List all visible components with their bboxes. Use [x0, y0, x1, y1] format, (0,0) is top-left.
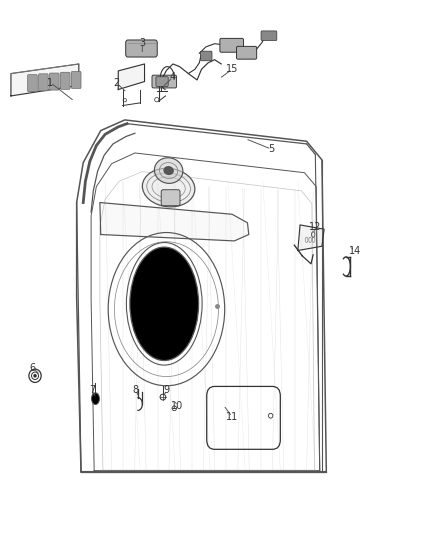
Text: 1: 1	[47, 78, 53, 87]
Ellipse shape	[92, 393, 99, 405]
Text: 15: 15	[226, 64, 238, 74]
FancyBboxPatch shape	[201, 51, 212, 61]
Text: 10: 10	[171, 401, 184, 411]
FancyBboxPatch shape	[156, 77, 168, 86]
Text: 12: 12	[309, 222, 321, 231]
FancyBboxPatch shape	[220, 38, 244, 52]
Text: 3: 3	[139, 38, 145, 47]
FancyBboxPatch shape	[152, 75, 177, 88]
FancyBboxPatch shape	[49, 73, 59, 90]
Text: 11: 11	[226, 412, 238, 422]
Ellipse shape	[142, 168, 195, 207]
Text: 7: 7	[89, 385, 95, 395]
Text: 8: 8	[133, 385, 139, 395]
FancyBboxPatch shape	[161, 190, 180, 206]
FancyBboxPatch shape	[60, 72, 70, 90]
Polygon shape	[100, 203, 249, 241]
Text: 14: 14	[349, 246, 361, 255]
Ellipse shape	[163, 166, 174, 175]
Text: 2: 2	[113, 78, 119, 87]
FancyBboxPatch shape	[28, 75, 37, 92]
Polygon shape	[11, 64, 79, 96]
FancyBboxPatch shape	[237, 46, 257, 59]
Polygon shape	[118, 64, 145, 90]
FancyBboxPatch shape	[261, 31, 277, 41]
Ellipse shape	[155, 158, 183, 183]
FancyBboxPatch shape	[71, 71, 81, 88]
Ellipse shape	[130, 247, 198, 360]
Text: 5: 5	[268, 144, 275, 154]
FancyBboxPatch shape	[39, 74, 48, 91]
FancyBboxPatch shape	[126, 40, 157, 57]
Text: 4: 4	[170, 72, 176, 82]
Text: 6: 6	[30, 363, 36, 373]
Ellipse shape	[33, 374, 37, 377]
Polygon shape	[298, 225, 324, 251]
Text: 9: 9	[163, 385, 170, 395]
